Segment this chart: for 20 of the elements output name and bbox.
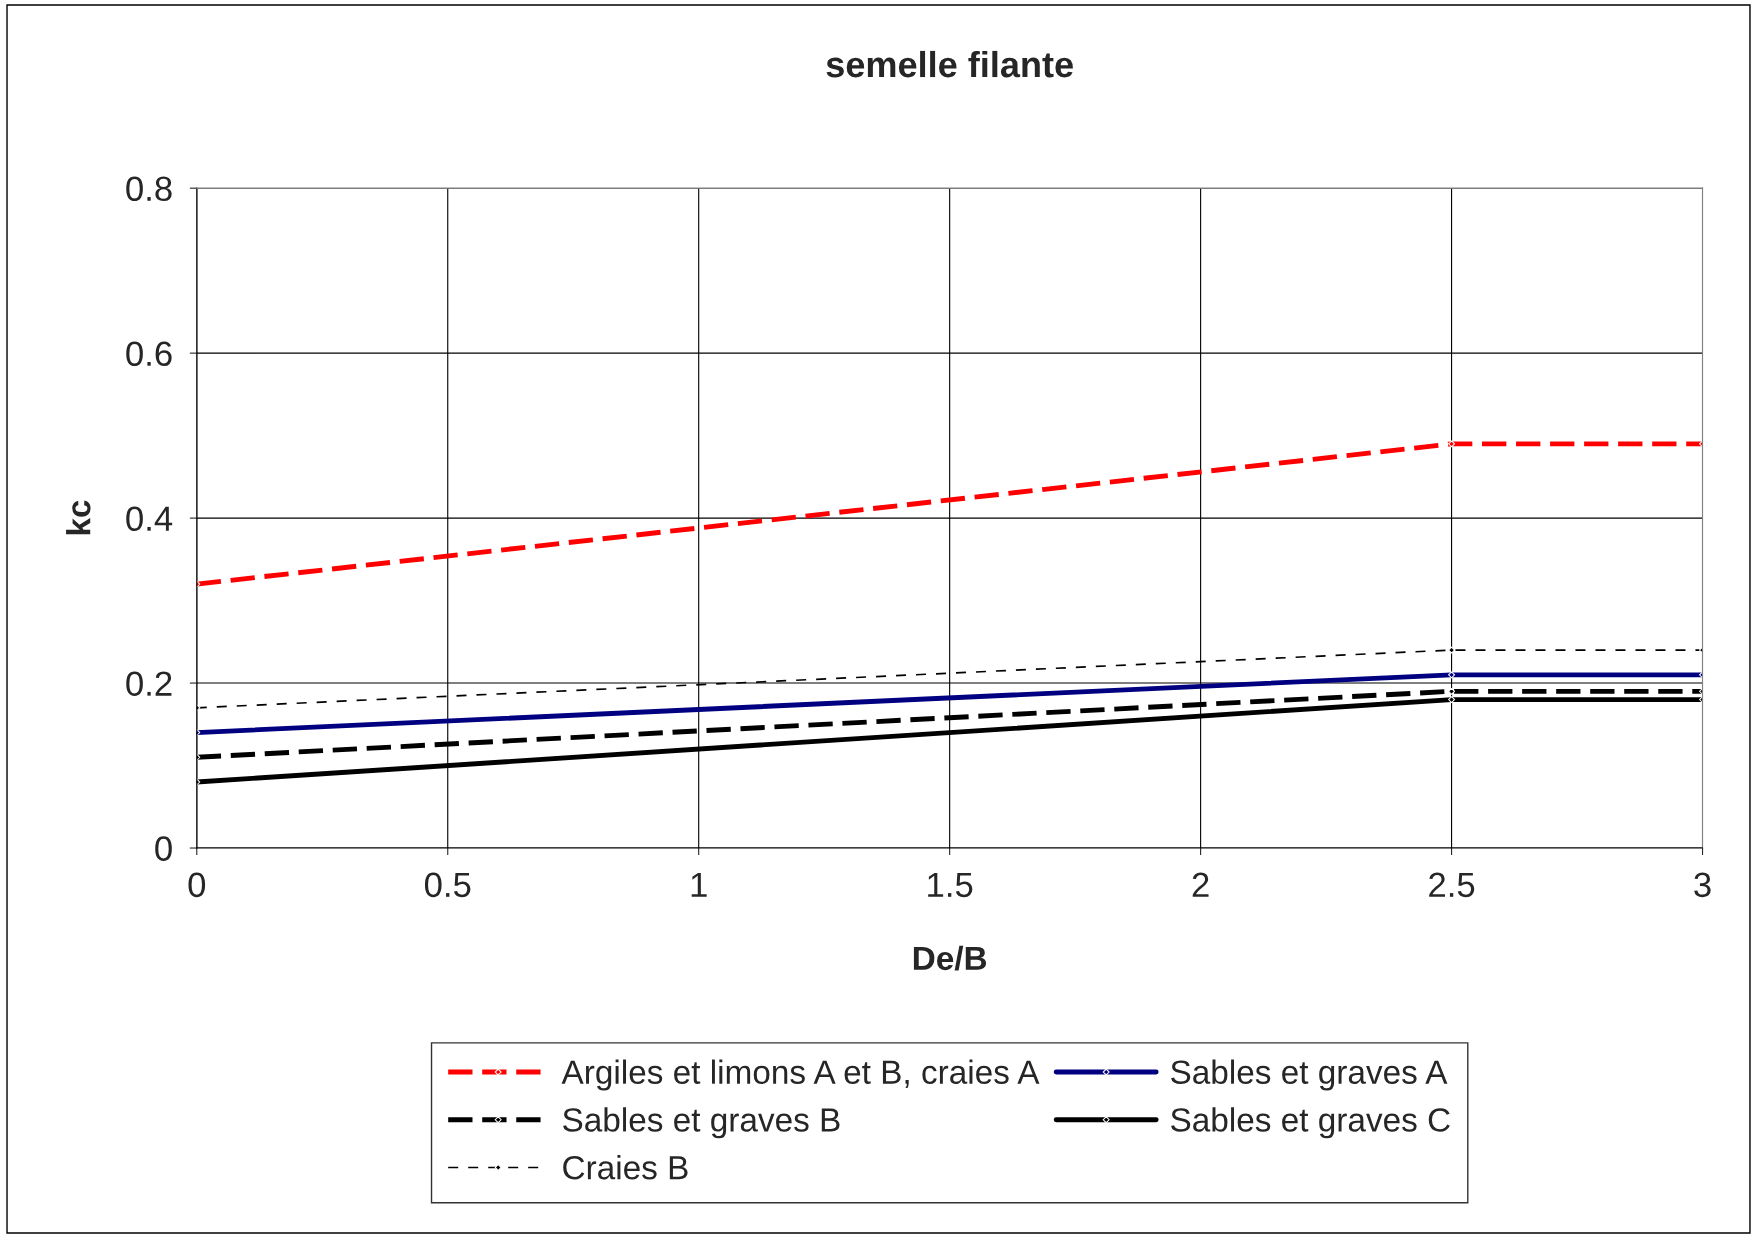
y-axis-title: kc (66, 500, 91, 535)
x-tick-label: 2.5 (1429, 872, 1475, 898)
x-tick-label: 0 (188, 872, 206, 898)
legend-label: Argiles et limons A et B, craies A (561, 1059, 1040, 1091)
legend-label: Craies B (563, 1155, 688, 1180)
x-tick-label: 3 (1694, 872, 1711, 898)
chart-title: semelle filante (826, 50, 1073, 78)
y-tick-label: 0.8 (126, 176, 172, 202)
legend-label: Sables et graves B (563, 1107, 840, 1139)
x-axis-title: De/B (913, 945, 987, 971)
y-tick-label: 0.6 (126, 341, 172, 367)
y-tick-label: 0.4 (126, 506, 173, 532)
x-tick-label: 1 (691, 872, 707, 897)
legend-label: Sables et graves A (1171, 1059, 1448, 1091)
y-tick-label: 0.2 (126, 671, 172, 696)
legend-label: Sables et graves C (1171, 1107, 1450, 1139)
x-tick-label: 2 (1192, 872, 1209, 897)
y-tick-label: 0 (155, 836, 172, 861)
x-tick-label: 0.5 (424, 872, 471, 898)
x-tick-label: 1.5 (928, 872, 973, 898)
